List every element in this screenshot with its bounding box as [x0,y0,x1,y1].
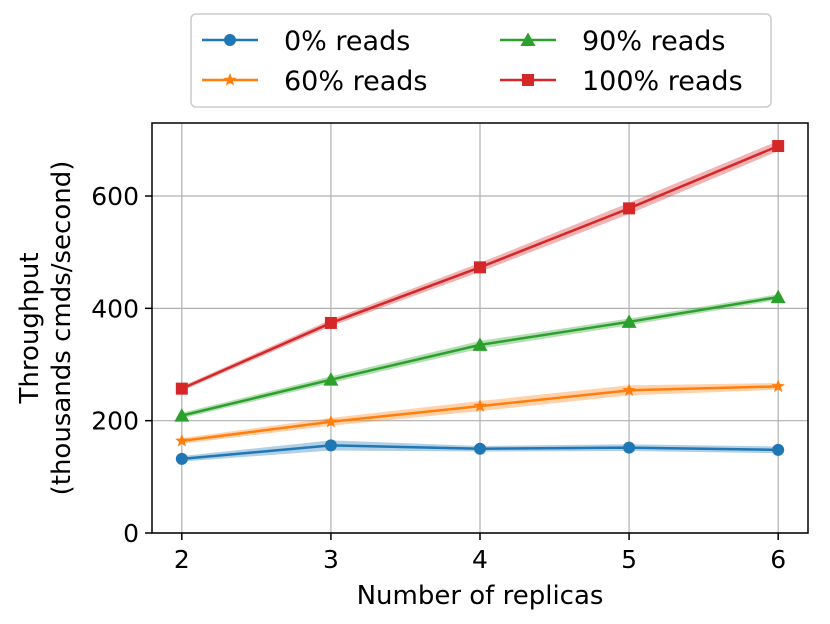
legend-frame [190,13,772,108]
point-90pct-reads [323,372,339,386]
point-60pct-reads [324,414,338,428]
point-0pct-reads [175,452,188,465]
x-tick-label: 3 [323,545,339,574]
legend-marker-90pct-reads [520,32,536,46]
x-axis-label: Number of replicas [357,581,604,611]
point-0pct-reads [623,441,636,454]
series-markers [174,140,786,465]
legend: 0% reads 60% reads 90% reads 100% reads [190,13,772,108]
point-100pct-reads [324,316,337,329]
y-axis-ticks: 0 200 400 600 [91,182,152,548]
legend-marker-60pct-reads [223,73,237,86]
y-axis-label-line-1: Throughput [15,252,45,404]
x-tick-label: 4 [472,545,488,574]
point-100pct-reads [175,382,188,395]
grid [152,123,808,534]
point-60pct-reads [175,433,189,447]
y-tick-label: 600 [91,182,139,211]
point-100pct-reads [623,202,636,215]
legend-label-0pct-reads: 0% reads [284,26,410,57]
point-90pct-reads [621,314,637,328]
point-60pct-reads [473,399,487,412]
legend-label-100pct-reads: 100% reads [582,66,743,97]
y-tick-label: 400 [91,294,139,323]
point-100pct-reads [772,140,785,153]
point-0pct-reads [324,439,337,452]
legend-label-60pct-reads: 60% reads [284,66,427,97]
point-0pct-reads [474,442,486,455]
point-0pct-reads [772,443,785,456]
y-axis-label-line-2: (thousands cmds/second) [47,161,77,496]
point-100pct-reads [474,261,486,274]
y-tick-label: 0 [123,519,139,548]
point-60pct-reads [622,383,636,397]
point-90pct-reads [472,337,488,351]
x-tick-label: 5 [621,545,637,574]
point-60pct-reads [771,379,785,393]
y-tick-label: 200 [91,407,139,436]
point-90pct-reads [174,408,190,422]
legend-marker-0pct-reads [224,34,236,46]
x-tick-label: 6 [770,545,786,574]
legend-marker-100pct-reads [522,74,534,86]
point-90pct-reads [770,289,786,304]
legend-label-90pct-reads: 90% reads [582,26,725,57]
x-axis-ticks: 2 3 4 5 6 [174,533,786,574]
x-tick-label: 2 [174,545,190,574]
